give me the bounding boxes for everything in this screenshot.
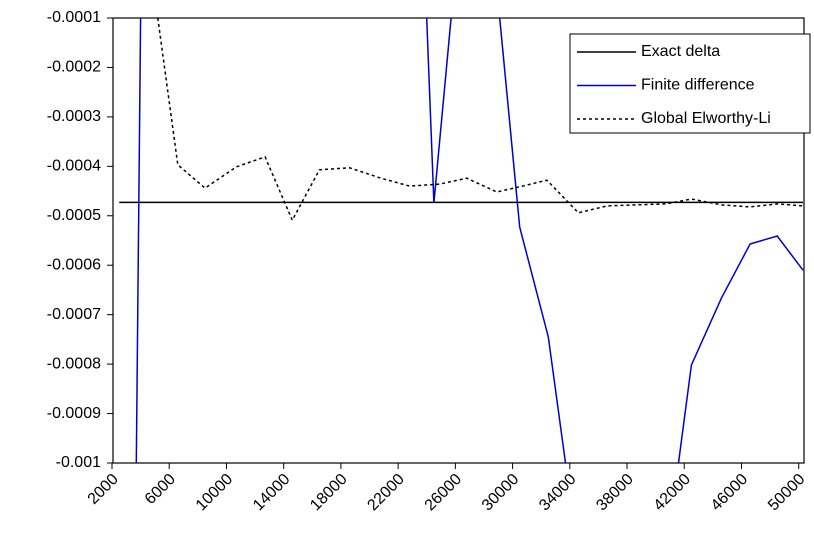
x-tick-label: 22000	[364, 471, 408, 515]
y-tick-label: -0.0006	[47, 256, 101, 273]
x-tick-label: 18000	[307, 471, 351, 515]
series-line	[157, 17, 804, 222]
series-line	[135, 17, 804, 464]
x-tick-label: 50000	[765, 471, 809, 515]
plot-frame	[112, 17, 805, 464]
y-tick-label: -0.001	[56, 454, 101, 471]
x-tick-label: 6000	[142, 471, 179, 508]
x-tick-label: 10000	[193, 471, 237, 515]
y-tick-label: -0.0008	[47, 355, 101, 372]
x-tick-label: 26000	[422, 471, 466, 515]
y-tick-label: -0.0004	[47, 158, 101, 175]
x-tick-label: 14000	[250, 471, 294, 515]
legend	[569, 33, 811, 134]
legend-label: Finite difference	[641, 77, 755, 94]
x-tick-label: 46000	[708, 471, 752, 515]
y-tick-label: -0.0001	[47, 9, 101, 26]
legend-label: Global Elworthy-Li	[641, 110, 771, 127]
y-tick-label: -0.0009	[47, 405, 101, 422]
y-tick-label: -0.0002	[47, 59, 101, 76]
x-tick-label: 30000	[479, 471, 523, 515]
legend-label: Exact delta	[641, 43, 720, 60]
y-tick-label: -0.0005	[47, 207, 101, 224]
x-tick-label: 38000	[593, 471, 637, 515]
x-tick-label: 34000	[536, 471, 580, 515]
plot-area	[119, 17, 804, 464]
y-tick-label: -0.0007	[47, 306, 101, 323]
x-tick-label: 42000	[651, 471, 695, 515]
x-tick-label: 2000	[85, 471, 122, 508]
y-tick-label: -0.0003	[47, 108, 101, 125]
